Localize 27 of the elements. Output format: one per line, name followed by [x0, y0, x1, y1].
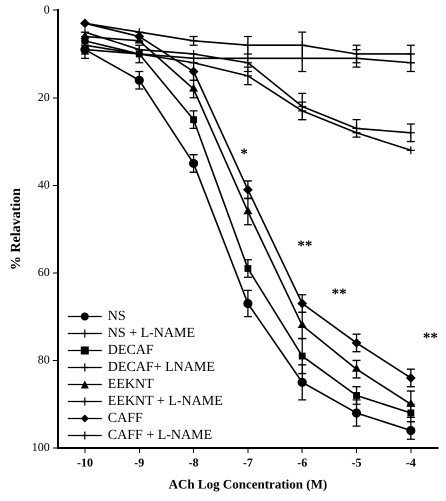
x-tick-label: -9: [134, 455, 144, 470]
x-tick-label: -8: [188, 455, 199, 470]
y-tick-label: 80: [38, 352, 50, 367]
x-tick-label: -7: [242, 455, 253, 470]
x-tick-label: -10: [76, 455, 93, 470]
x-axis-title: ACh Log Concentration (M): [168, 476, 328, 492]
legend-label: NS + L-NAME: [108, 326, 196, 342]
legend-label: DECAF+ LNAME: [108, 360, 215, 376]
legend-label: EEKNT: [108, 377, 154, 392]
annotation: **: [332, 286, 347, 303]
y-axis-title: % Relavation: [9, 188, 24, 270]
annotation: **: [422, 330, 438, 346]
y-tick-label: 60: [38, 265, 50, 280]
annotation: **: [297, 238, 312, 254]
x-tick-label: -4: [406, 455, 416, 470]
legend-label: DECAF: [108, 343, 154, 358]
legend-label: CAFF + L-NAME: [108, 428, 212, 444]
annotation: *: [240, 146, 248, 163]
y-tick-label: 100: [32, 440, 50, 454]
legend-label: NS: [108, 309, 126, 324]
legend-label: EEKNT + L-NAME: [108, 394, 223, 410]
legend-label: CAFF: [108, 411, 144, 426]
x-tick-label: -6: [297, 455, 308, 470]
x-tick-label: -5: [352, 455, 362, 470]
y-tick-label: 40: [38, 177, 50, 192]
y-tick-label: 0: [44, 2, 50, 16]
y-tick-label: 20: [38, 90, 50, 104]
